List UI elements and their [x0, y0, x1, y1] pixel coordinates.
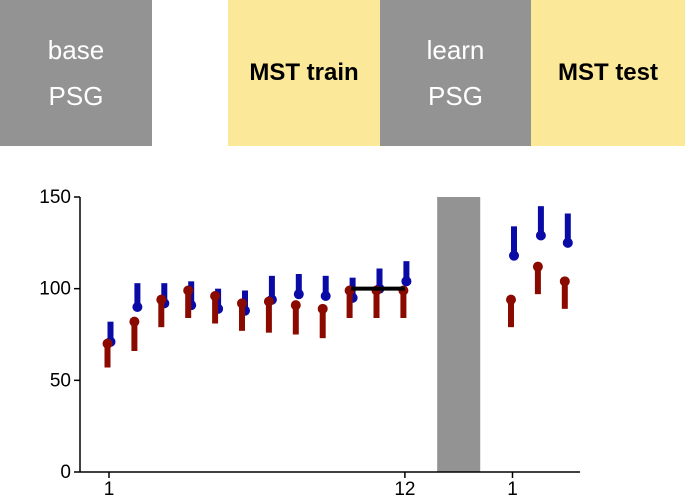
data-point [132, 302, 143, 312]
base-psg-block: base PSG [0, 0, 152, 146]
y-tick-label: 0 [60, 462, 71, 483]
data-point [317, 303, 328, 314]
data-point [156, 294, 167, 305]
block-label: learn [426, 35, 485, 65]
learn-psg-block: learn PSG [380, 0, 531, 146]
data-point [509, 250, 519, 261]
x-tick-label: 1 [104, 479, 115, 500]
y-tick-label: 100 [39, 279, 71, 300]
data-point [129, 316, 140, 327]
data-point [293, 289, 304, 300]
data-point [320, 291, 331, 301]
data-point [559, 276, 570, 287]
data-point [237, 298, 247, 309]
block-label: base [47, 35, 105, 65]
x-tick-label: 1 [507, 479, 518, 500]
block-label: MST train [249, 59, 359, 86]
block-label: PSG [428, 81, 483, 111]
data-point [263, 296, 274, 307]
data-point [102, 338, 113, 349]
data-point [532, 261, 543, 272]
shaded-gap [437, 197, 481, 472]
y-tick-label: 150 [39, 187, 71, 208]
data-point [210, 291, 221, 301]
block-label: PSG [48, 81, 104, 111]
x-tick-label: 12 [394, 479, 415, 500]
mst-train-block: MST train [228, 0, 380, 146]
data-point [562, 237, 573, 248]
data-point [535, 230, 546, 241]
mst-test-block: MST test [531, 0, 685, 146]
data-point [290, 300, 301, 311]
block-label: MST test [557, 59, 658, 86]
y-tick-label: 50 [50, 370, 71, 391]
data-point [401, 276, 412, 287]
data-point [183, 285, 194, 296]
data-point [506, 294, 516, 305]
